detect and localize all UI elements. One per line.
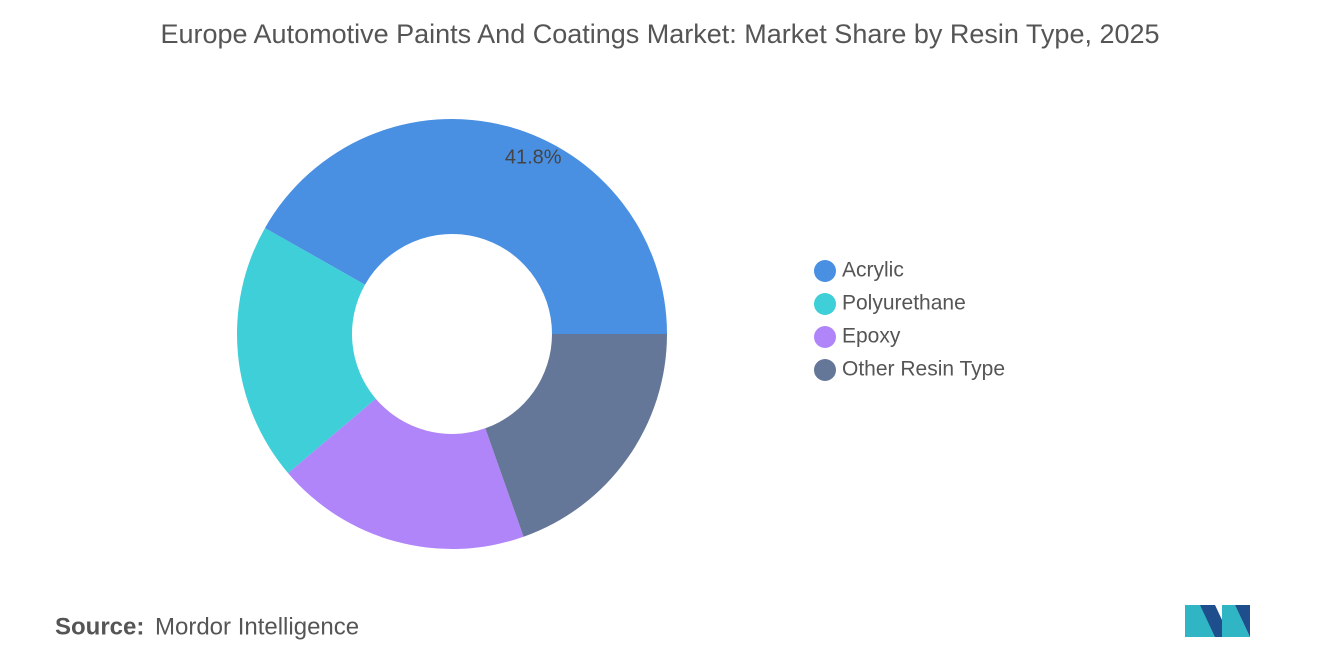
donut-slice [264, 118, 667, 334]
donut-slice [236, 228, 376, 474]
data-label: 41.8% [505, 147, 562, 169]
logo [1185, 605, 1250, 637]
legend-swatch [814, 359, 836, 381]
legend-swatch [814, 293, 836, 315]
legend-label: Acrylic [842, 259, 904, 282]
source-text: Mordor Intelligence [155, 613, 359, 640]
legend-swatch [814, 260, 836, 282]
donut-slice [288, 398, 524, 549]
donut-slice [485, 334, 667, 537]
legend-label: Epoxy [842, 325, 901, 348]
chart-title: Europe Automotive Paints And Coatings Ma… [160, 19, 1160, 49]
legend-label: Polyurethane [842, 292, 966, 315]
source-label: Source: [55, 613, 144, 640]
legend-label: Other Resin Type [842, 358, 1005, 381]
legend-swatch [814, 326, 836, 348]
